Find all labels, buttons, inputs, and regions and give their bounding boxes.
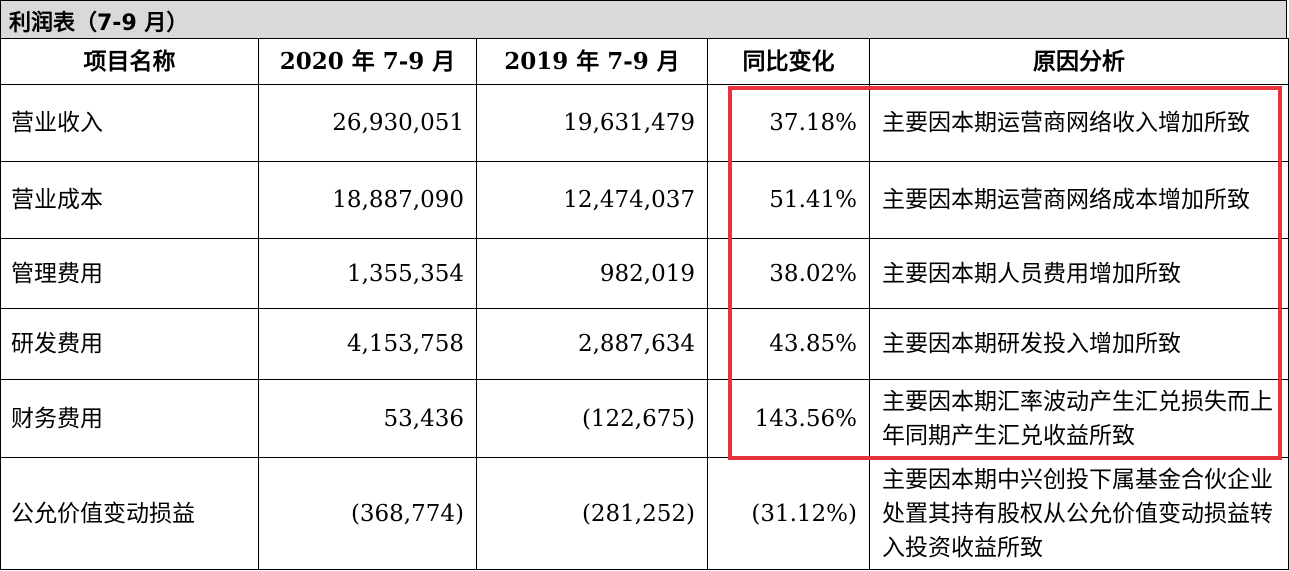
row-2019-value: 19,631,479	[476, 84, 708, 162]
row-change: (31.12%)	[707, 457, 870, 570]
row-2020-value: 26,930,051	[258, 84, 477, 162]
row-reason: 主要因本期运营商网络成本增加所致	[869, 161, 1289, 239]
row-reason: 主要因本期运营商网络收入增加所致	[869, 84, 1289, 162]
row-change: 43.85%	[707, 308, 870, 380]
row-2019-value: 2,887,634	[476, 308, 708, 380]
header-reason: 原因分析	[869, 38, 1289, 85]
table-title-bar: 利润表（7-9 月）	[0, 0, 1287, 38]
header-2020: 2020 年 7-9 月	[258, 38, 477, 85]
header-item-name: 项目名称	[0, 38, 259, 85]
row-name: 财务费用	[0, 379, 259, 458]
table-row: 营业收入 26,930,051 19,631,479 37.18% 主要因本期运…	[0, 84, 1289, 162]
row-reason: 主要因本期中兴创投下属基金合伙企业处置其持有股权从公允价值变动损益转入投资收益所…	[869, 457, 1289, 570]
row-2020-value: 53,436	[258, 379, 477, 458]
header-2019: 2019 年 7-9 月	[476, 38, 708, 85]
row-change: 51.41%	[707, 161, 870, 239]
row-change: 143.56%	[707, 379, 870, 458]
row-2019-value: 12,474,037	[476, 161, 708, 239]
table-title: 利润表（7-9 月）	[9, 11, 189, 36]
row-2019-value: (122,675)	[476, 379, 708, 458]
table-row: 研发费用 4,153,758 2,887,634 43.85% 主要因本期研发投…	[0, 308, 1289, 380]
row-name: 公允价值变动损益	[0, 457, 259, 570]
row-name: 研发费用	[0, 308, 259, 380]
table-row: 财务费用 53,436 (122,675) 143.56% 主要因本期汇率波动产…	[0, 379, 1289, 458]
row-2019-value: 982,019	[476, 238, 708, 309]
header-row: 项目名称 2020 年 7-9 月 2019 年 7-9 月 同比变化 原因分析	[0, 38, 1289, 85]
header-change: 同比变化	[707, 38, 870, 85]
row-2020-value: 4,153,758	[258, 308, 477, 380]
row-name: 管理费用	[0, 238, 259, 309]
income-table: 项目名称 2020 年 7-9 月 2019 年 7-9 月 同比变化 原因分析…	[0, 38, 1289, 570]
row-2020-value: 1,355,354	[258, 238, 477, 309]
row-2020-value: 18,887,090	[258, 161, 477, 239]
row-reason: 主要因本期汇率波动产生汇兑损失而上年同期产生汇兑收益所致	[869, 379, 1289, 458]
table-row: 营业成本 18,887,090 12,474,037 51.41% 主要因本期运…	[0, 161, 1289, 239]
row-2020-value: (368,774)	[258, 457, 477, 570]
row-name: 营业成本	[0, 161, 259, 239]
row-reason: 主要因本期研发投入增加所致	[869, 308, 1289, 380]
row-2019-value: (281,252)	[476, 457, 708, 570]
row-reason: 主要因本期人员费用增加所致	[869, 238, 1289, 309]
row-change: 38.02%	[707, 238, 870, 309]
row-name: 营业收入	[0, 84, 259, 162]
table-row: 公允价值变动损益 (368,774) (281,252) (31.12%) 主要…	[0, 457, 1289, 570]
row-change: 37.18%	[707, 84, 870, 162]
table-row: 管理费用 1,355,354 982,019 38.02% 主要因本期人员费用增…	[0, 238, 1289, 309]
